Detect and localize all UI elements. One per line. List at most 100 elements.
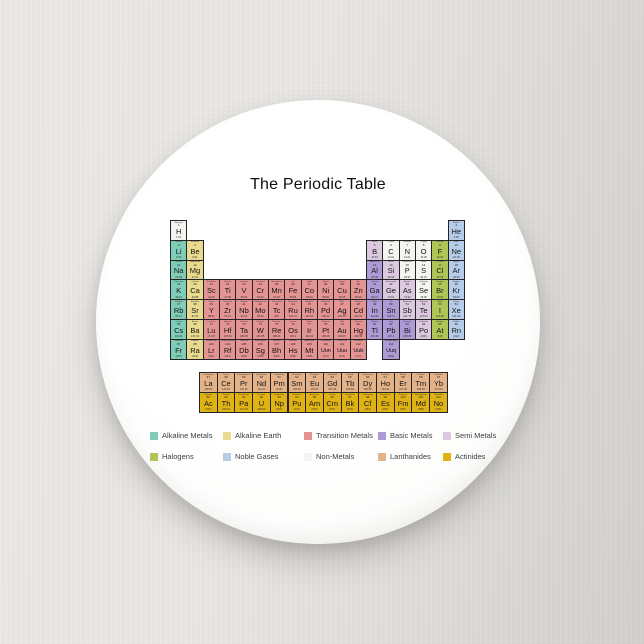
element-symbol: Zr [224,306,232,316]
pin-button: The Periodic Table Hydrogen 1 H 1.01 Helium 2… [96,100,540,544]
element-number: 101 [418,395,424,400]
periodic-table: Hydrogen 1 H 1.01 Helium 2 He 4.00 Lithium 3 Li 6.9… [170,220,465,360]
element-mass: 231.04 [239,408,248,412]
element-name: Mercury [354,320,362,323]
element-mass: 238.03 [257,408,266,412]
element-mass: (257) [400,408,407,412]
element-number: 28 [323,282,328,287]
element-name: Terbium [346,373,354,376]
element-name: Unununium [336,340,348,343]
element-number: 84 [421,322,426,327]
element-cell-ge: Germanium 32 Ge 72.61 [382,279,400,301]
element-name: Einsteinium [380,393,391,396]
element-mass: 126.90 [435,315,444,319]
element-name: Zinc [356,280,361,283]
element-name: Promethium [273,373,285,376]
element-mass: (223) [175,355,182,359]
element-name: Platinum [321,320,330,323]
element-number: 70 [436,375,441,380]
element-cell-er: Erbium 68 Er 167.26 [393,372,413,394]
element-mass: 22.99 [175,275,182,279]
element-number: 89 [206,395,211,400]
element-cell-re: Rhenium 75 Re 186.21 [267,319,286,340]
element-name: Manganese [271,280,282,283]
element-symbol: Re [271,325,282,335]
element-number: 112 [355,341,361,346]
element-number: 42 [258,302,262,307]
element-name: Bohrium [272,340,281,343]
element-name: Thallium [370,320,379,323]
element-number: 19 [176,282,181,287]
element-number: 69 [419,375,423,380]
element-number: 64 [330,375,334,380]
element-number: 93 [277,395,281,400]
category-swatch-icon [223,431,231,440]
element-symbol: Cl [436,266,444,276]
element-name: Strontium [190,300,200,303]
element-cell-o: Oxygen 8 O 16.00 [414,239,433,261]
element-number: 95 [312,395,317,400]
element-number: 46 [323,302,328,307]
element-name: Nitrogen [403,241,412,244]
element-name: Copper [338,280,346,283]
element-cell-v: Vanadium 23 V 50.94 [235,279,253,301]
element-name: Ruthenium [288,300,298,303]
element-mass: (247) [346,408,353,412]
element-number: 4 [194,242,196,247]
element-symbol: In [371,306,378,316]
element-name: Chlorine [436,261,444,264]
element-number: 3 [177,242,180,247]
element-mass: (262) [240,355,247,359]
element-cell-zn: Zinc 30 Zn 65.39 [349,279,367,301]
element-number: 20 [193,282,197,287]
element-name: Astatine [436,320,444,323]
element-mass: 144.24 [257,388,266,392]
element-mass: (237) [276,408,283,412]
element-name: Hafnium [223,320,232,323]
element-mass: 200.59 [354,335,363,339]
element-mass: 35.45 [436,275,444,279]
element-name: Ununbium [353,340,363,343]
element-mass: 164.93 [381,388,390,392]
element-number: 30 [356,282,360,287]
element-cell-tl: Thallium 81 Tl 204.38 [365,319,384,340]
element-cell-rn: Radon 86 Rn (222) [447,319,465,340]
element-name: Argon [453,261,459,264]
element-symbol: Ge [385,286,396,296]
element-name: Cadmium [354,300,363,303]
element-name: Scandium [206,280,216,283]
category-swatch-icon [378,431,386,440]
element-cell-dy: Dysprosium 66 Dy 162.50 [358,372,377,394]
element-number: 97 [348,395,352,400]
element-symbol: Lr [207,345,215,355]
element-mass: 9.01 [192,256,198,260]
element-name: Zirconium [223,300,233,303]
element-number: 72 [225,322,230,327]
element-cell-ho: Holmium 67 Ho 164.93 [376,372,395,394]
element-symbol: Sm [291,378,303,388]
element-cell-os: Osmium 76 Os 190.2 [284,319,302,340]
element-number: 36 [454,282,458,287]
element-number: 77 [307,322,311,327]
element-cell-ga: Gallium 31 Ga 69.72 [365,279,384,301]
element-mass: 52.00 [257,295,264,299]
element-cell-pm: Promethium 61 Pm (145) [269,372,289,394]
element-number: 26 [291,282,295,287]
element-symbol: Na [173,266,184,276]
element-number: 56 [193,322,197,327]
element-cell-ca: Calcium 20 Ca 40.08 [186,279,204,301]
legend-label: Alkaline Metals [162,431,213,440]
element-symbol: Ce [221,378,231,388]
element-number: 55 [176,322,181,327]
element-number: 79 [340,322,344,327]
element-symbol: Cd [353,306,364,316]
element-cell-md: Mendelevium 101 Md (258) [411,392,431,414]
element-number: 103 [208,341,214,346]
element-name: Uranium [257,393,266,396]
element-name: Yttrium [208,300,215,303]
element-mass: 63.55 [338,295,346,299]
element-symbol: Eu [309,378,320,388]
element-name: Seaborgium [254,340,266,343]
element-number: 45 [307,302,311,307]
element-mass: 208.98 [403,335,412,339]
